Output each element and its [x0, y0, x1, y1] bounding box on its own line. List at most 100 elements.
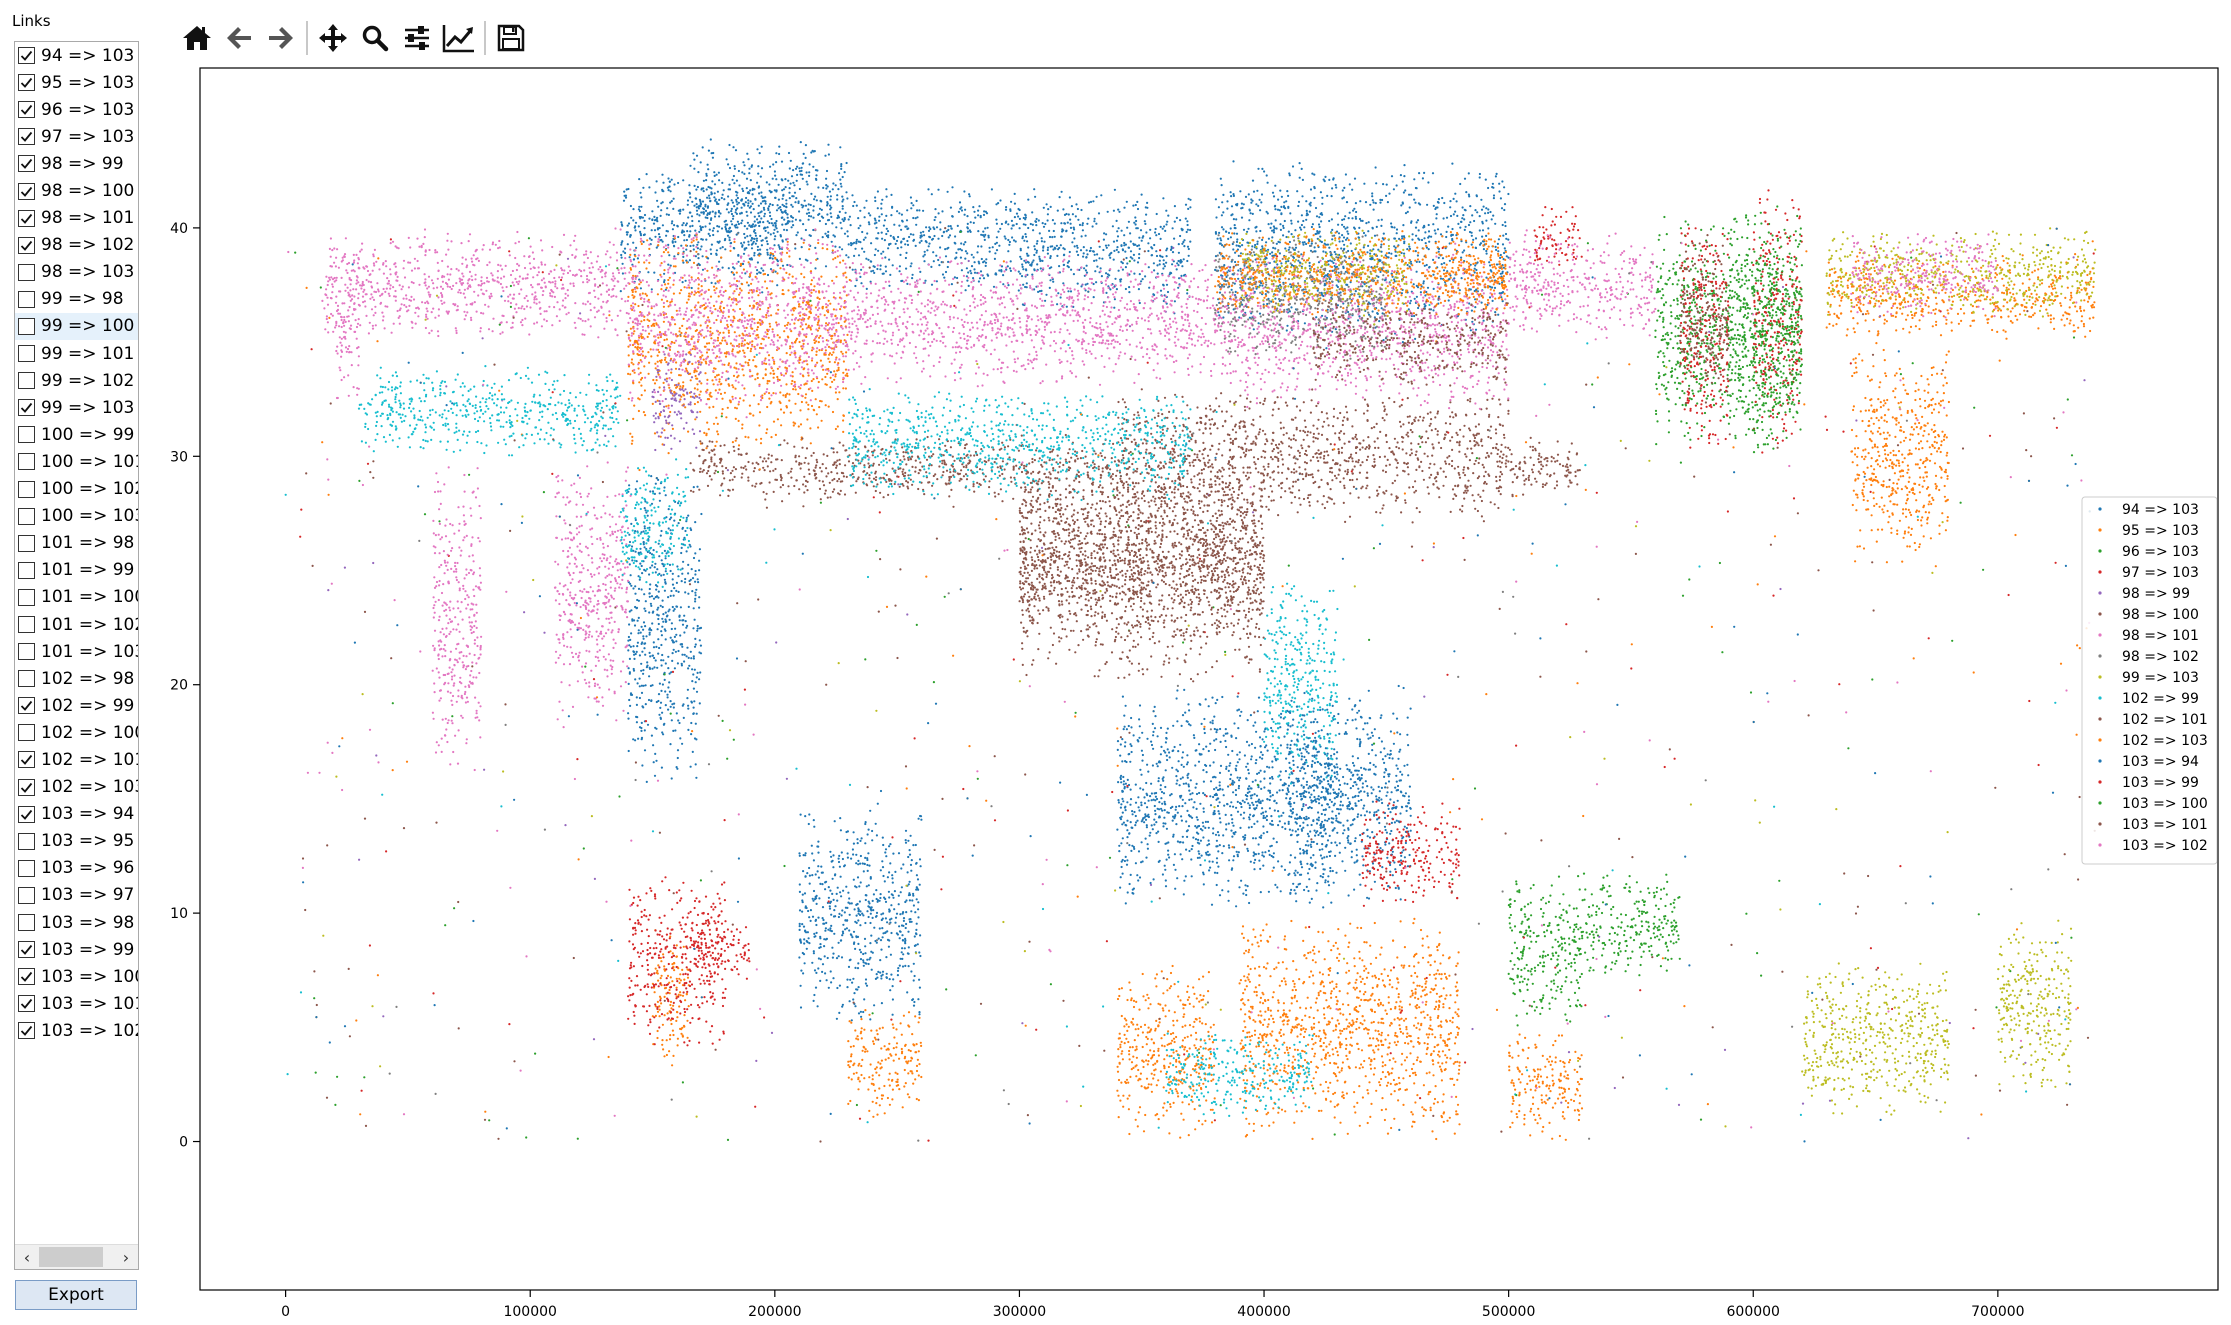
data-point — [667, 696, 669, 698]
data-point — [1093, 220, 1095, 222]
data-point — [693, 557, 695, 559]
data-point — [1354, 228, 1356, 230]
data-point — [631, 545, 633, 547]
data-point — [1498, 190, 1500, 192]
data-point — [1234, 252, 1236, 254]
data-point — [916, 886, 918, 888]
data-point — [1116, 240, 1118, 242]
data-point — [980, 245, 982, 247]
data-point — [880, 265, 882, 267]
data-point — [841, 196, 843, 198]
data-point — [692, 673, 694, 675]
data-point — [660, 630, 662, 632]
data-point — [1167, 291, 1169, 293]
data-point — [936, 226, 938, 228]
data-point — [1271, 236, 1273, 238]
data-point — [655, 760, 657, 762]
data-point — [954, 235, 956, 237]
data-point — [1138, 806, 1140, 808]
data-point — [808, 203, 810, 205]
data-point — [879, 927, 881, 929]
data-point — [1149, 237, 1151, 239]
data-point — [903, 920, 905, 922]
data-point — [749, 207, 751, 209]
data-point — [664, 579, 666, 581]
data-point — [984, 227, 986, 229]
data-point — [1027, 227, 1029, 229]
data-point — [1120, 278, 1122, 280]
data-point — [687, 564, 689, 566]
data-point — [1393, 245, 1395, 247]
data-point — [673, 224, 675, 226]
data-point — [1449, 206, 1451, 208]
data-point — [916, 874, 918, 876]
data-point — [973, 256, 975, 258]
data-point — [1141, 240, 1143, 242]
data-point — [1160, 746, 1162, 748]
data-point — [868, 829, 870, 831]
data-point — [737, 221, 739, 223]
data-point — [1088, 201, 1090, 203]
data-point — [728, 144, 730, 146]
data-point — [764, 196, 766, 198]
data-point — [866, 288, 868, 290]
data-point — [1473, 220, 1475, 222]
data-point — [675, 640, 677, 642]
data-point — [879, 959, 881, 961]
data-point — [808, 813, 810, 815]
data-point — [702, 200, 704, 202]
data-point — [1301, 195, 1303, 197]
data-point — [919, 934, 921, 936]
data-point — [1004, 235, 1006, 237]
data-point — [801, 923, 803, 925]
data-point — [1440, 233, 1442, 235]
data-point — [695, 198, 697, 200]
data-point — [686, 222, 688, 224]
data-point — [1353, 208, 1355, 210]
data-point — [670, 700, 672, 702]
data-point — [877, 250, 879, 252]
data-point — [693, 607, 695, 609]
data-point — [838, 913, 840, 915]
data-point — [1403, 191, 1405, 193]
data-point — [1377, 219, 1379, 221]
data-point — [667, 177, 669, 179]
data-point — [872, 909, 874, 911]
data-point — [1156, 264, 1158, 266]
data-point — [706, 214, 708, 216]
data-point — [1306, 210, 1308, 212]
data-point — [1284, 220, 1286, 222]
data-point — [1359, 296, 1361, 298]
data-point — [928, 226, 930, 228]
data-point — [1424, 265, 1426, 267]
data-point — [637, 632, 639, 634]
data-point — [696, 206, 698, 208]
data-point — [879, 268, 881, 270]
data-point — [1261, 193, 1263, 195]
data-point — [1387, 256, 1389, 258]
data-point — [885, 188, 887, 190]
data-point — [966, 252, 968, 254]
data-point — [794, 247, 796, 249]
data-point — [697, 241, 699, 243]
data-point — [897, 970, 899, 972]
data-point — [690, 657, 692, 659]
data-point — [827, 196, 829, 198]
data-point — [1047, 208, 1049, 210]
data-point — [1423, 172, 1425, 174]
data-point — [728, 211, 730, 213]
data-point — [718, 215, 720, 217]
data-point — [1443, 217, 1445, 219]
data-point — [744, 225, 746, 227]
data-point — [1390, 253, 1392, 255]
data-point — [822, 187, 824, 189]
data-point — [995, 272, 997, 274]
data-point — [1007, 223, 1009, 225]
data-point — [834, 246, 836, 248]
data-point — [649, 552, 651, 554]
data-point — [819, 220, 821, 222]
data-point — [651, 229, 653, 231]
data-point — [885, 956, 887, 958]
data-point — [648, 699, 650, 701]
